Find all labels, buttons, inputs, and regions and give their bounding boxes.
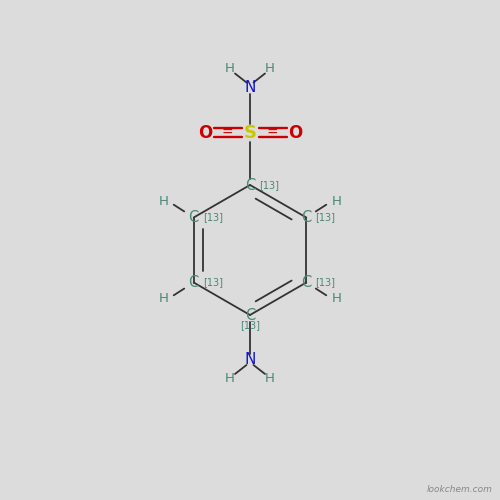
Text: =: =	[222, 126, 234, 140]
Text: [13]: [13]	[240, 320, 260, 330]
Text: C: C	[245, 308, 255, 322]
Text: [13]: [13]	[202, 212, 222, 222]
Text: H: H	[332, 292, 341, 305]
Text: lookchem.com: lookchem.com	[426, 485, 492, 494]
Text: H: H	[159, 292, 168, 305]
Text: [13]: [13]	[316, 278, 336, 287]
Text: H: H	[265, 372, 275, 386]
Text: O: O	[198, 124, 212, 142]
Text: O: O	[288, 124, 302, 142]
Text: H: H	[159, 195, 168, 208]
Text: C: C	[188, 210, 199, 225]
Text: N: N	[244, 80, 256, 95]
Text: C: C	[301, 275, 312, 290]
Text: [13]: [13]	[202, 278, 222, 287]
Text: [13]: [13]	[316, 212, 336, 222]
Text: H: H	[225, 62, 235, 75]
Text: H: H	[332, 195, 341, 208]
Text: [13]: [13]	[259, 180, 279, 190]
Text: C: C	[245, 178, 255, 192]
Text: N: N	[244, 352, 256, 368]
Text: H: H	[265, 62, 275, 75]
Text: =: =	[266, 126, 278, 140]
Text: H: H	[225, 372, 235, 386]
Text: C: C	[188, 275, 199, 290]
Text: C: C	[301, 210, 312, 225]
Text: S: S	[244, 124, 256, 142]
